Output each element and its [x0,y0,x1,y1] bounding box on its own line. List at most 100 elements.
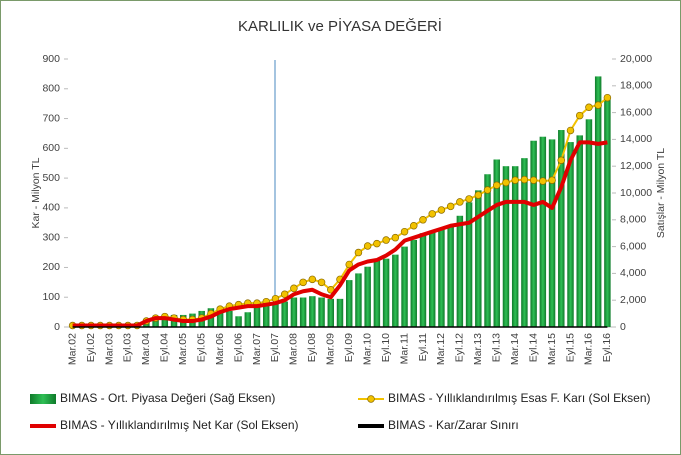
bar [299,297,307,327]
bar [392,254,399,327]
x-tick-label: Eyl.04 [159,333,171,362]
line-marker [483,186,492,194]
x-tick-label: Mar.06 [214,333,226,365]
bar [336,298,344,327]
y2-tick-label: 8,000 [620,214,646,226]
bar [530,140,537,327]
bar [521,158,528,327]
legend-label: BIMAS - Ort. Piyasa Değeri (Sağ Eksen) [60,391,275,405]
bar [244,312,252,327]
bar [465,202,473,327]
x-tick-label: Eyl.10 [380,333,392,362]
x-tick-label: Mar.10 [361,333,373,365]
line-marker [363,242,372,250]
bar [373,260,381,327]
legend-marker [367,395,375,403]
y2-tick-label: 2,000 [620,294,646,306]
bar [253,306,261,327]
line-marker [557,156,566,164]
x-tick-label: Mar.12 [435,333,447,365]
y2-tick-label: 12,000 [620,160,652,172]
line-marker [566,126,575,135]
y-tick-label: 100 [42,291,60,303]
y-tick-label: 0 [54,321,60,333]
bar [585,119,593,327]
line-marker [382,236,390,244]
line-marker [474,191,483,199]
y2-tick-label: 14,000 [620,133,652,145]
legend-label: BIMAS - Yıllıklandırılmış Esas F. Karı (… [388,391,651,405]
bar [235,316,242,327]
bar [345,280,353,327]
legend-label: BIMAS - Yıllıklandırılmış Net Kar (Sol E… [60,418,299,432]
legend-swatch [30,394,56,404]
y2-tick-label: 10,000 [620,187,652,199]
bar [456,215,464,327]
chart-title: KARLILIK ve PİYASA DEĞERİ [238,17,442,35]
bar [161,316,169,327]
x-tick-label: Mar.04 [140,333,152,365]
line-marker [520,175,529,184]
y-tick-label: 400 [42,202,60,214]
bar [355,273,362,327]
bar [281,301,288,327]
bar [576,135,583,327]
y-tick-label: 800 [42,83,60,95]
line-marker [280,290,289,298]
x-tick-label: Mar.07 [251,333,263,365]
y2-tick-label: 16,000 [620,106,652,118]
bar [428,230,436,327]
line-marker [428,210,436,218]
y-tick-label: 900 [42,53,60,65]
line-marker [299,278,307,287]
line-marker [594,101,602,109]
x-tick-label: Eyl.03 [122,333,134,362]
x-tick-label: Eyl.15 [564,333,576,362]
line-marker [539,177,547,185]
line-marker [419,216,427,224]
x-tick-label: Mar.16 [583,333,595,365]
x-tick-label: Eyl.16 [601,333,613,362]
bar [327,298,335,327]
x-tick-label: Mar.03 [103,333,115,365]
y2-tick-label: 18,000 [620,80,652,92]
x-tick-label: Eyl.05 [195,333,207,362]
x-tick-label: Mar.05 [177,333,189,365]
y2-tick-label: 0 [620,321,626,333]
x-tick-label: Eyl.08 [306,333,318,362]
x-tick-label: Mar.09 [325,333,337,365]
line-marker [373,239,381,248]
bar [604,97,611,327]
bar [226,310,233,327]
line-marker [575,111,584,120]
bar [493,159,500,327]
line-marker [529,176,538,184]
bar [364,266,371,327]
x-tick-label: Eyl.14 [527,333,539,362]
line-marker [400,227,409,236]
bar [502,166,510,327]
line-marker [502,178,510,187]
line-marker [437,206,446,214]
bar [447,225,454,327]
line-marker [317,278,326,287]
x-tick-label: Eyl.06 [232,333,244,362]
line-marker [354,248,363,257]
bar [382,258,390,327]
y2-tick-label: 4,000 [620,267,646,279]
line-marker [308,275,317,284]
bar [419,233,427,327]
bar [318,297,325,327]
line-marker [492,181,501,190]
x-tick-label: Mar.11 [398,333,410,364]
bar [438,229,445,327]
bar [548,139,556,327]
bar [410,239,417,327]
legend-label: BIMAS - Kar/Zarar Sınırı [388,418,519,432]
line-marker [511,176,519,184]
bar [263,304,270,327]
x-tick-label: Eyl.11 [417,333,429,362]
x-tick-label: Mar.15 [546,333,558,365]
y-tick-label: 300 [42,231,60,243]
